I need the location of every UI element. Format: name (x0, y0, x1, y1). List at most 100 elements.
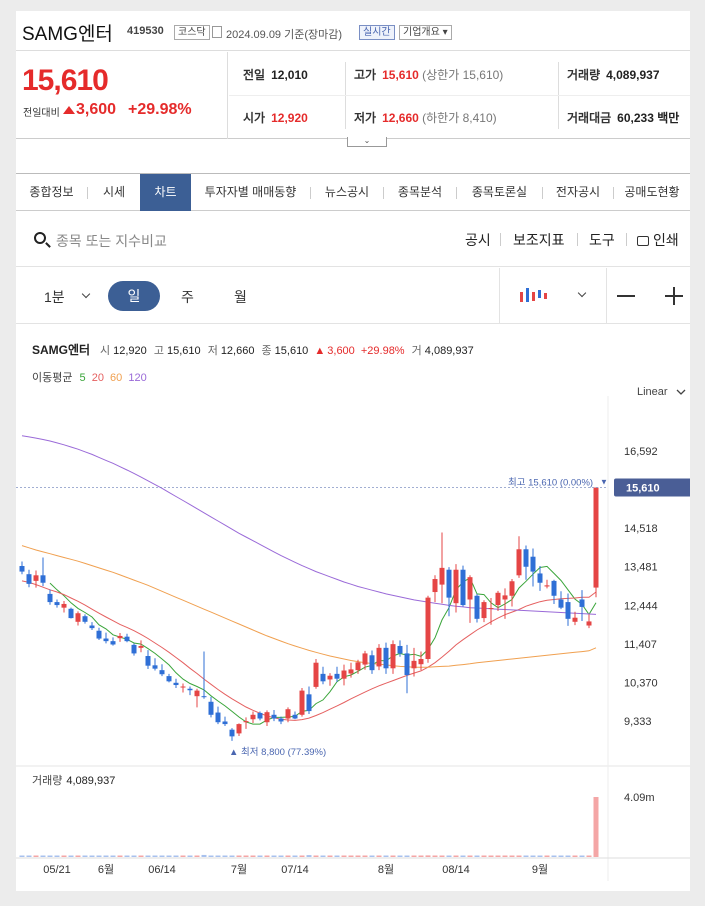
stock-name: SAMG엔터 (22, 24, 113, 45)
candle-body (173, 682, 179, 686)
volume-bar (327, 855, 333, 857)
app-frame: SAMG엔터 419530 코스닥 2024.09.09 기준(장마감) 실시간… (16, 11, 690, 891)
scale-mode-select[interactable]: Linear (637, 386, 668, 398)
volume-bar (404, 855, 410, 857)
candle-body (96, 630, 102, 639)
candle-body (145, 656, 151, 666)
candle-body (40, 575, 46, 583)
compare-search-input[interactable]: 종목 또는 지수비교 (56, 233, 167, 249)
volume-bar (229, 855, 235, 857)
current-price-badge-text: 15,610 (626, 483, 660, 495)
tab-investor-trading[interactable]: 투자자별 매매동향 (204, 185, 297, 199)
candle-body (19, 566, 25, 572)
volume-bar (537, 855, 543, 857)
change-value: 3,600 (63, 101, 116, 119)
ma-line-60 (21, 545, 597, 668)
volume-bar (495, 855, 501, 857)
y-tick-label: 12,444 (624, 600, 658, 612)
tab-news[interactable]: 뉴스공시 (324, 185, 370, 199)
minute-interval-select[interactable]: 1분 (44, 289, 65, 305)
tab-chart[interactable]: 차트 (140, 174, 191, 211)
candle-body (208, 701, 214, 715)
candle-body (467, 577, 473, 600)
period-week[interactable]: 주 (181, 289, 194, 305)
period-day[interactable]: 일 (108, 281, 160, 311)
candle-body (425, 597, 431, 659)
candle-body (243, 721, 249, 723)
tab-quotes[interactable]: 시세 (102, 185, 126, 199)
volume-axis-label: 4.09m (624, 792, 655, 804)
x-tick-label: 6월 (98, 863, 114, 876)
volume-bar (201, 854, 207, 857)
volume-bar (341, 855, 347, 857)
base-date: 2024.09.09 기준(장마감) (226, 29, 343, 41)
volume-bar (208, 855, 214, 857)
candle-body (292, 714, 298, 719)
y-tick-label: 13,481 (624, 562, 658, 574)
candle-body (187, 688, 193, 691)
volume-bar (453, 855, 459, 857)
search-icon[interactable] (34, 232, 46, 244)
y-tick-label: 9,333 (624, 716, 652, 728)
volume-bar (299, 855, 305, 857)
volume-bar (383, 855, 389, 857)
tab-short-selling[interactable]: 공매도현황 (624, 185, 680, 199)
chart-toolbar: 종목 또는 지수비교 공시 보조지표 도구 인쇄 (16, 211, 690, 267)
ma-legend: 이동평균 5 20 60 120 (32, 371, 147, 384)
chart-type-select[interactable] (499, 268, 606, 324)
collapse-toggle[interactable]: ⌄ (347, 137, 387, 147)
candle-body (341, 670, 347, 679)
disclosure-button[interactable]: 공시 (465, 232, 491, 248)
zoom-out-button[interactable] (617, 295, 635, 297)
tab-filings[interactable]: 전자공시 (555, 185, 601, 199)
candle-body (110, 641, 116, 645)
volume-bar (33, 855, 39, 857)
volume-bar (124, 855, 130, 857)
tab-analysis[interactable]: 종목분석 (397, 185, 443, 199)
candle-body (558, 599, 564, 608)
tab-discussion[interactable]: 종목토론실 (471, 185, 528, 199)
company-info-dropdown[interactable]: 기업개요 ▾ (399, 25, 452, 40)
volume-bar (166, 855, 172, 857)
main-tabs: 종합정보 시세 차트 투자자별 매매동향 뉴스공시 종목분석 종목토론실 전자공… (16, 173, 690, 211)
tools-button[interactable]: 도구 (589, 232, 615, 248)
period-month[interactable]: 월 (234, 289, 247, 305)
candle-body (509, 581, 515, 596)
candle-body (299, 690, 305, 715)
volume-bar (68, 855, 74, 857)
tab-overview[interactable]: 종합정보 (29, 185, 74, 199)
candle-body (264, 712, 270, 723)
high-price: 고가 15,610 (상한가 15,610) (354, 68, 504, 82)
candle-body (103, 638, 109, 642)
candle-body (418, 658, 424, 665)
volume-bar (285, 855, 291, 857)
volume-bar (355, 855, 361, 857)
market-badge: 코스닥 (174, 25, 210, 40)
volume-bar (418, 855, 424, 857)
period-selector: 1분 일 주 월 (16, 268, 690, 324)
realtime-badge[interactable]: 실시간 (359, 25, 395, 40)
chevron-down-icon[interactable] (676, 389, 686, 395)
candle-body (404, 653, 410, 675)
candle-body (166, 676, 172, 682)
print-button[interactable]: 인쇄 (637, 230, 679, 250)
candle-body (481, 602, 487, 619)
volume-bar (236, 855, 242, 857)
candle-body (439, 567, 445, 585)
candle-body (222, 721, 228, 725)
indicators-button[interactable]: 보조지표 (513, 232, 565, 248)
price-chart[interactable]: SAMG엔터 시 12,920 고 15,610 저 12,660 종 15,610 ▲… (16, 11, 690, 891)
candle-body (194, 690, 200, 697)
candle-body (397, 645, 403, 654)
x-tick-label: 9월 (532, 863, 548, 876)
volume-bar (180, 855, 186, 857)
volume-bar (187, 855, 193, 857)
volume-bar (460, 855, 466, 857)
candle-body (201, 696, 207, 698)
candle-body (47, 593, 53, 603)
y-tick-label: 11,407 (624, 639, 657, 651)
volume-bar (376, 855, 382, 857)
candle-body (61, 603, 67, 608)
y-tick-label: 10,370 (624, 677, 658, 689)
candle-body (495, 592, 501, 606)
